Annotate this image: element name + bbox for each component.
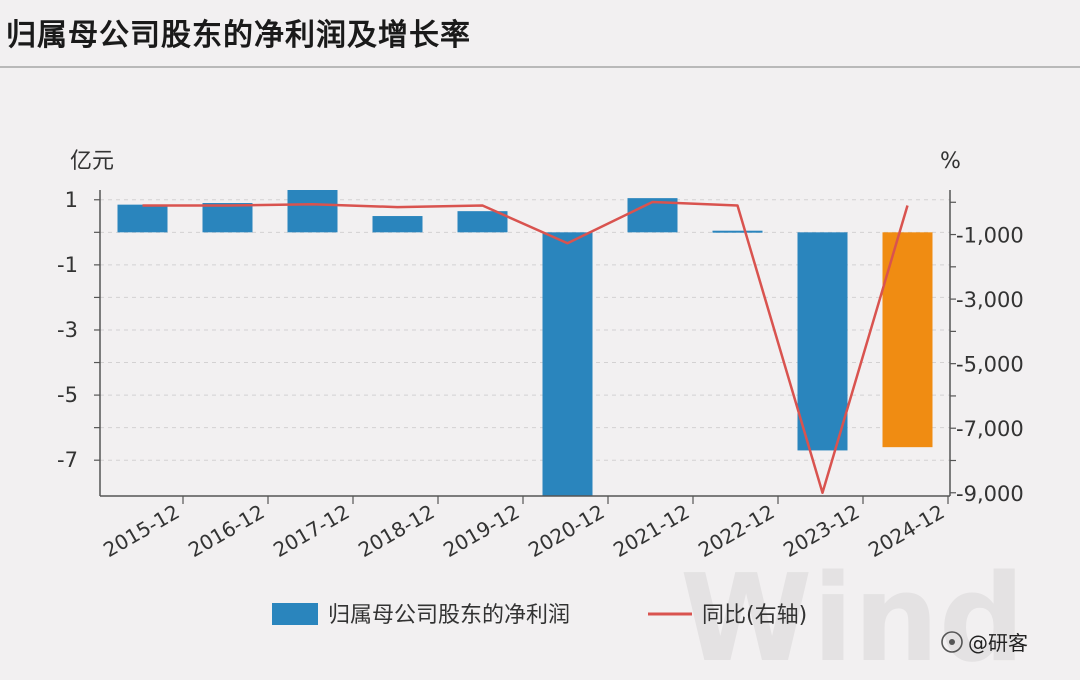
credit-watermark: @研客 [941, 631, 1028, 655]
gridlines [100, 199, 950, 461]
bar-2015-12 [117, 204, 168, 233]
left-tick-label: -3 [57, 318, 78, 342]
bar-2016-12 [202, 203, 253, 233]
legend: 归属母公司股东的净利润 同比(右轴) [272, 603, 807, 628]
axes: 亿元 % 1 -1 -3 -5 -7 -1,000 -3,000 -5,000 -7,000 -9,0… [57, 149, 1024, 562]
right-axis-unit: % [940, 149, 961, 174]
left-tick-label: 1 [65, 188, 78, 212]
left-tick-label: -5 [57, 383, 78, 407]
x-tick-label: 2020-12 [524, 500, 608, 563]
legend-bar-swatch [272, 603, 318, 625]
left-tick-label: -7 [57, 448, 78, 472]
x-tick-label: 2017-12 [269, 500, 353, 563]
bar-series [117, 190, 933, 496]
right-tick-label: -7,000 [956, 417, 1024, 441]
left-axis-unit: 亿元 [70, 149, 114, 174]
bar-2024-12 [882, 232, 933, 448]
right-tick-label: -3,000 [956, 288, 1024, 312]
bar-2023-12 [797, 232, 848, 451]
title-divider [0, 66, 1080, 68]
x-tick-label: 2018-12 [354, 500, 438, 563]
bar-2019-12 [457, 211, 508, 233]
bar-2022-12 [712, 230, 763, 233]
chart-title: 归属母公司股东的净利润及增长率 [6, 18, 471, 53]
watermark: Wind [680, 550, 1025, 680]
legend-bar-label: 归属母公司股东的净利润 [328, 603, 570, 628]
watermark-logo-icon [941, 631, 963, 653]
x-tick-label: 2019-12 [439, 500, 523, 563]
line-series [142, 200, 909, 495]
right-tick-label: -5,000 [956, 353, 1024, 377]
bar-2017-12 [287, 190, 338, 233]
right-tick-label: -9,000 [956, 482, 1024, 506]
watermark-credit-text: @研客 [968, 631, 1028, 655]
left-tick-label: -1 [57, 253, 78, 277]
bar-2020-12 [542, 232, 593, 496]
x-tick-label: 2016-12 [184, 500, 268, 563]
right-tick-label: -1,000 [956, 224, 1024, 248]
yoy-line [142, 200, 909, 495]
watermark-logo-dot [949, 639, 955, 645]
legend-line-label: 同比(右轴) [702, 603, 807, 628]
x-tick-label: 2015-12 [99, 500, 183, 563]
bar-2018-12 [372, 216, 423, 233]
wind-watermark: Wind [680, 550, 1025, 680]
